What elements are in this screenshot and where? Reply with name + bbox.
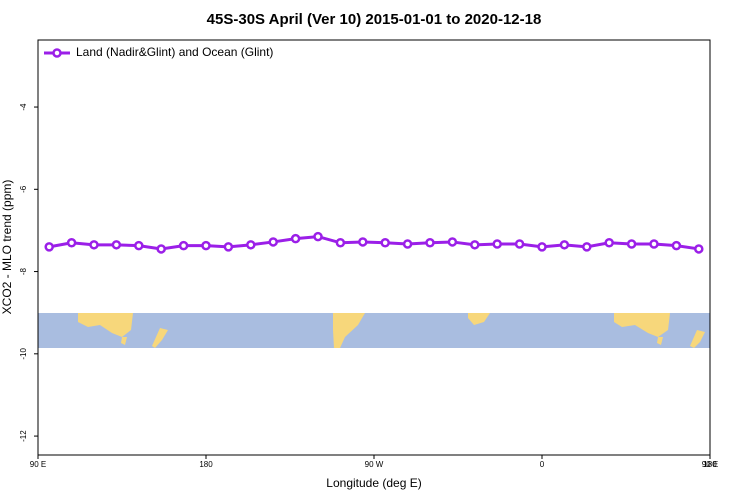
y-tick-label: -4 — [19, 103, 28, 111]
data-point — [380, 238, 390, 248]
legend-label: Land (Nadir&Glint) and Ocean (Glint) — [76, 45, 273, 59]
data-point — [649, 239, 659, 249]
data-point — [178, 240, 189, 251]
data-point — [156, 244, 166, 254]
data-point — [66, 238, 77, 248]
data-point — [358, 237, 368, 247]
x-tick-label: 90 W — [365, 460, 384, 469]
y-tick-label: -8 — [19, 267, 28, 275]
series-line — [48, 235, 700, 251]
y-axis-title: XCO2 - MLO trend (ppm) — [0, 180, 14, 315]
data-point — [470, 240, 480, 250]
data-point — [402, 239, 413, 249]
data-point — [268, 237, 278, 247]
data-point — [492, 239, 502, 249]
data-point — [89, 240, 99, 250]
data-point — [223, 242, 234, 252]
data-point — [694, 244, 704, 254]
x-axis-title: Longitude (deg E) — [326, 476, 421, 490]
data-point — [447, 237, 458, 247]
x-tick-label: 0 — [540, 460, 545, 469]
data-point — [201, 240, 211, 251]
map-strip — [38, 313, 710, 348]
data-point — [559, 240, 570, 250]
y-tick-label: -6 — [19, 185, 28, 193]
data-point — [537, 242, 547, 252]
x-tick-label: 90 E — [702, 460, 718, 469]
legend-marker — [52, 48, 62, 58]
data-point — [514, 239, 525, 249]
data-point — [425, 238, 435, 248]
y-tick-label: -12 — [19, 430, 28, 442]
data-point — [290, 233, 301, 244]
data-point — [604, 238, 614, 248]
data-point — [44, 242, 54, 252]
data-point — [582, 242, 592, 252]
data-point — [134, 240, 144, 251]
y-tick-label: -10 — [19, 347, 28, 359]
x-tick-label: 90 E — [30, 460, 46, 469]
x-tick-label: 180 — [703, 460, 717, 469]
data-point — [246, 240, 256, 250]
data-point — [313, 231, 323, 242]
x-tick-label: 180 — [199, 460, 213, 469]
data-point — [335, 238, 346, 248]
data-point — [111, 240, 122, 250]
data-point — [626, 239, 637, 249]
chart-title: 45S-30S April (Ver 10) 2015-01-01 to 202… — [207, 11, 542, 28]
data-point — [671, 240, 682, 251]
